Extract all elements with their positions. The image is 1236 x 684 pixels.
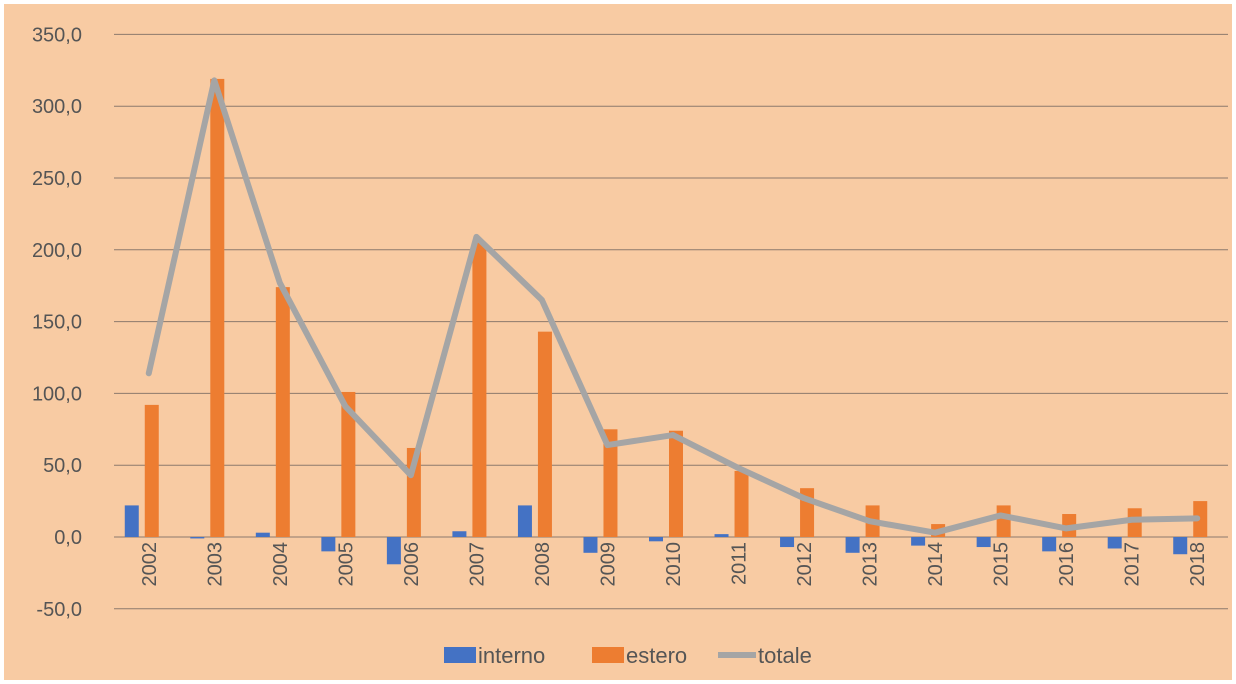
legend: interno estero totale [444, 643, 812, 668]
x-tick-label: 2018 [1187, 542, 1209, 587]
bar-estero [144, 404, 159, 537]
y-tick-label: -50,0 [36, 599, 82, 621]
bar-estero [341, 391, 356, 537]
y-tick-label: 200,0 [32, 240, 82, 262]
bar-interno [124, 505, 139, 537]
bar-interno [911, 537, 926, 546]
bar-interno [517, 505, 532, 537]
legend-label-totale: totale [758, 643, 812, 668]
bar-estero [472, 242, 487, 537]
bar-interno [452, 531, 467, 537]
bar-interno [386, 537, 401, 565]
x-tick-label: 2003 [204, 542, 226, 587]
x-tick-label: 2013 [860, 542, 882, 587]
bar-interno [190, 537, 205, 539]
y-tick-label: 250,0 [32, 168, 82, 190]
x-axis: 2002 2003 2004 2005 2006 2007 2008 2009 2010 2011… [139, 542, 1209, 587]
x-tick-label: 2012 [794, 542, 816, 587]
x-tick-label: 2016 [1056, 542, 1078, 587]
bar-interno [583, 537, 598, 553]
y-tick-label: 0,0 [54, 527, 82, 549]
x-tick-label: 2007 [466, 542, 488, 587]
y-tick-label: 100,0 [32, 383, 82, 405]
chart: -50,0 0,0 50,0 100,0 150,0 200,0 250,0 300,0 350… [32, 24, 1228, 668]
x-tick-label: 2009 [597, 542, 619, 587]
x-tick-label: 2002 [139, 542, 161, 587]
legend-label-estero: estero [626, 643, 687, 668]
y-tick-label: 350,0 [32, 24, 82, 46]
bar-interno [1173, 537, 1188, 555]
legend-swatch-estero [592, 647, 624, 663]
bar-estero [1193, 501, 1208, 537]
y-tick-label: 50,0 [43, 455, 82, 477]
x-tick-label: 2005 [335, 542, 357, 587]
x-tick-label: 2015 [991, 542, 1013, 587]
x-tick-label: 2011 [729, 542, 751, 585]
bar-estero [537, 331, 552, 537]
bar-estero [734, 470, 749, 537]
legend-swatch-interno [444, 647, 476, 663]
chart-frame: -50,0 0,0 50,0 100,0 150,0 200,0 250,0 300,0 350… [4, 4, 1232, 680]
bar-interno [321, 537, 336, 552]
legend-label-interno: interno [478, 643, 545, 668]
x-tick-label: 2008 [532, 542, 554, 587]
bar-interno [976, 537, 991, 548]
line-series [145, 77, 1201, 536]
bar-interno [255, 532, 270, 537]
bar-interno [1042, 537, 1057, 552]
y-tick-label: 300,0 [32, 96, 82, 118]
x-tick-label: 2017 [1122, 542, 1144, 587]
bar-estero [210, 78, 225, 537]
bar-interno [714, 534, 729, 537]
bar-estero [996, 505, 1011, 537]
bar-estero [669, 430, 683, 537]
bar-interno [845, 537, 860, 553]
bar-estero [275, 287, 290, 537]
bar-interno [649, 537, 663, 542]
x-tick-label: 2006 [401, 542, 423, 587]
x-tick-label: 2014 [925, 542, 947, 587]
x-tick-label: 2004 [270, 542, 292, 587]
bar-estero [603, 429, 618, 537]
x-tick-label: 2010 [663, 542, 685, 587]
y-tick-label: 150,0 [32, 312, 82, 334]
bar-interno [780, 537, 795, 548]
bar-interno [1107, 537, 1122, 549]
line-totale [145, 77, 1201, 536]
y-axis: -50,0 0,0 50,0 100,0 150,0 200,0 250,0 300,0 350… [32, 24, 82, 620]
